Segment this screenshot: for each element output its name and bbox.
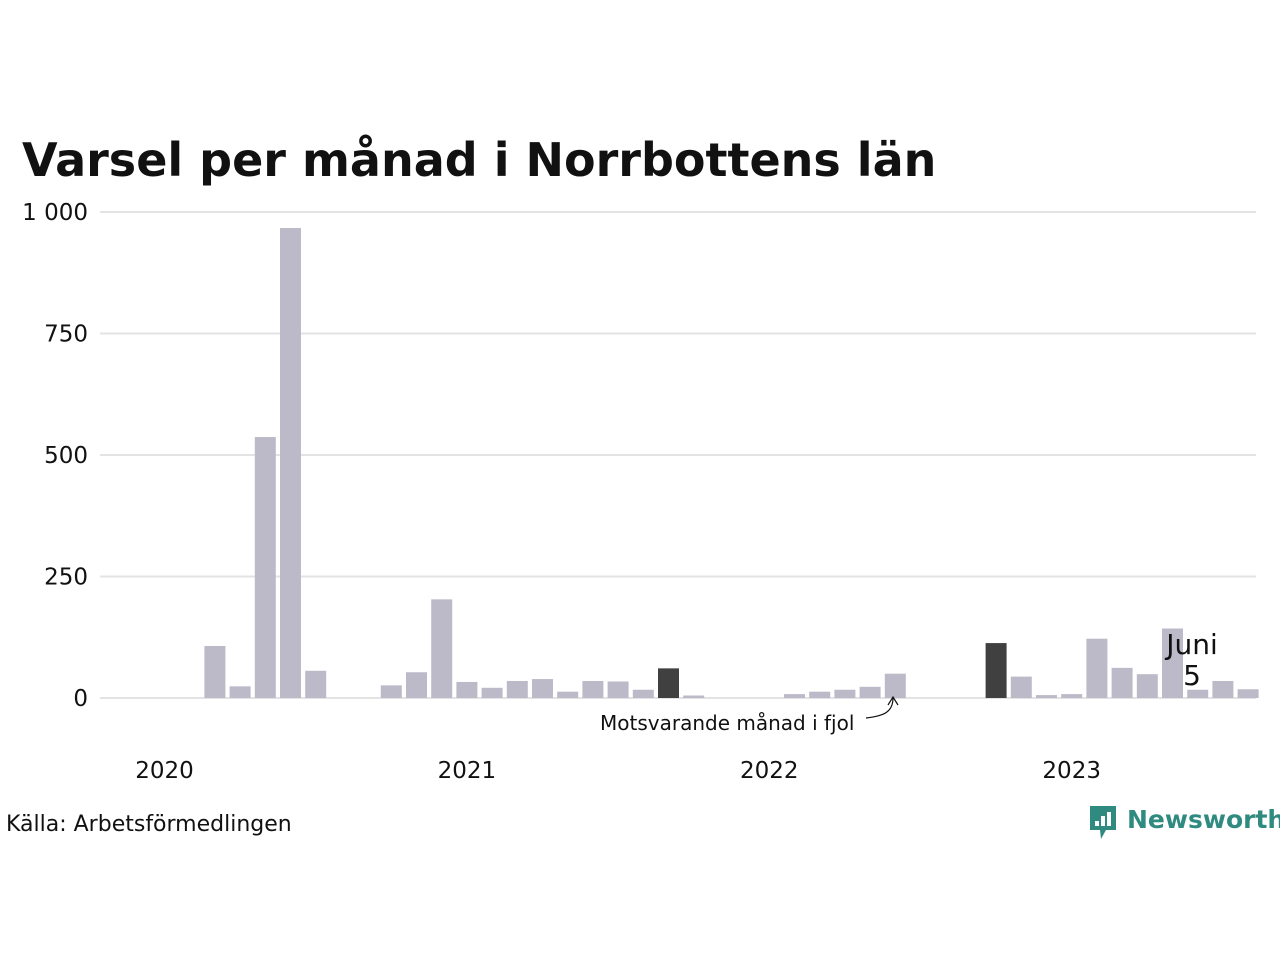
bar	[254, 437, 276, 698]
bar	[1086, 638, 1108, 698]
bars	[204, 228, 1259, 698]
brand-name: Newsworthy	[1127, 805, 1280, 834]
bar	[859, 686, 881, 698]
x-tick-label: 2021	[438, 758, 497, 784]
bar	[229, 686, 251, 698]
bar	[380, 685, 402, 698]
y-tick-label: 500	[44, 443, 88, 469]
annotation-label: Motsvarande månad i fjol	[600, 711, 854, 735]
bar	[1162, 628, 1183, 698]
chart-title: Varsel per månad i Norrbottens län	[22, 133, 936, 187]
bar	[456, 681, 478, 698]
y-tick-label: 0	[73, 686, 88, 712]
bar	[683, 695, 705, 698]
y-tick-label: 250	[44, 565, 88, 591]
bar	[557, 691, 579, 698]
bar	[406, 672, 427, 698]
bar	[985, 643, 1007, 698]
bar	[1036, 695, 1057, 698]
bar	[658, 668, 679, 698]
highlight-value-label: 5	[1183, 659, 1201, 692]
x-tick-label: 2020	[135, 758, 194, 784]
bar	[1111, 667, 1133, 698]
x-tick-label: 2023	[1042, 758, 1101, 784]
bar	[481, 687, 503, 698]
annotation-arrow	[865, 697, 894, 719]
bar	[506, 680, 528, 698]
y-axis: 0 250 500 750 1 000	[22, 200, 88, 712]
bar	[1136, 674, 1158, 698]
y-tick-label: 1 000	[22, 200, 88, 226]
bar	[1010, 676, 1032, 698]
x-axis: 2020 2021 2022 2023	[135, 758, 1101, 784]
bar	[280, 228, 301, 698]
bar	[834, 689, 856, 698]
bar	[1212, 680, 1234, 698]
bar	[1237, 689, 1259, 698]
bar	[1061, 694, 1083, 698]
bar	[532, 679, 553, 698]
bar	[607, 681, 629, 698]
bar	[809, 691, 831, 698]
bar	[632, 689, 654, 698]
y-tick-label: 750	[44, 322, 88, 348]
bar	[1187, 689, 1209, 698]
x-tick-label: 2022	[740, 758, 799, 784]
bar	[784, 694, 805, 698]
newsworthy-logo-icon	[1090, 806, 1116, 839]
bar	[204, 645, 226, 698]
bar	[305, 670, 327, 698]
bar	[582, 680, 604, 698]
annotation-arrowhead	[887, 695, 899, 706]
source-label: Källa: Arbetsförmedlingen	[6, 812, 292, 837]
bar	[884, 673, 906, 698]
bar	[431, 599, 453, 698]
highlight-month-label: Juni	[1164, 628, 1218, 661]
